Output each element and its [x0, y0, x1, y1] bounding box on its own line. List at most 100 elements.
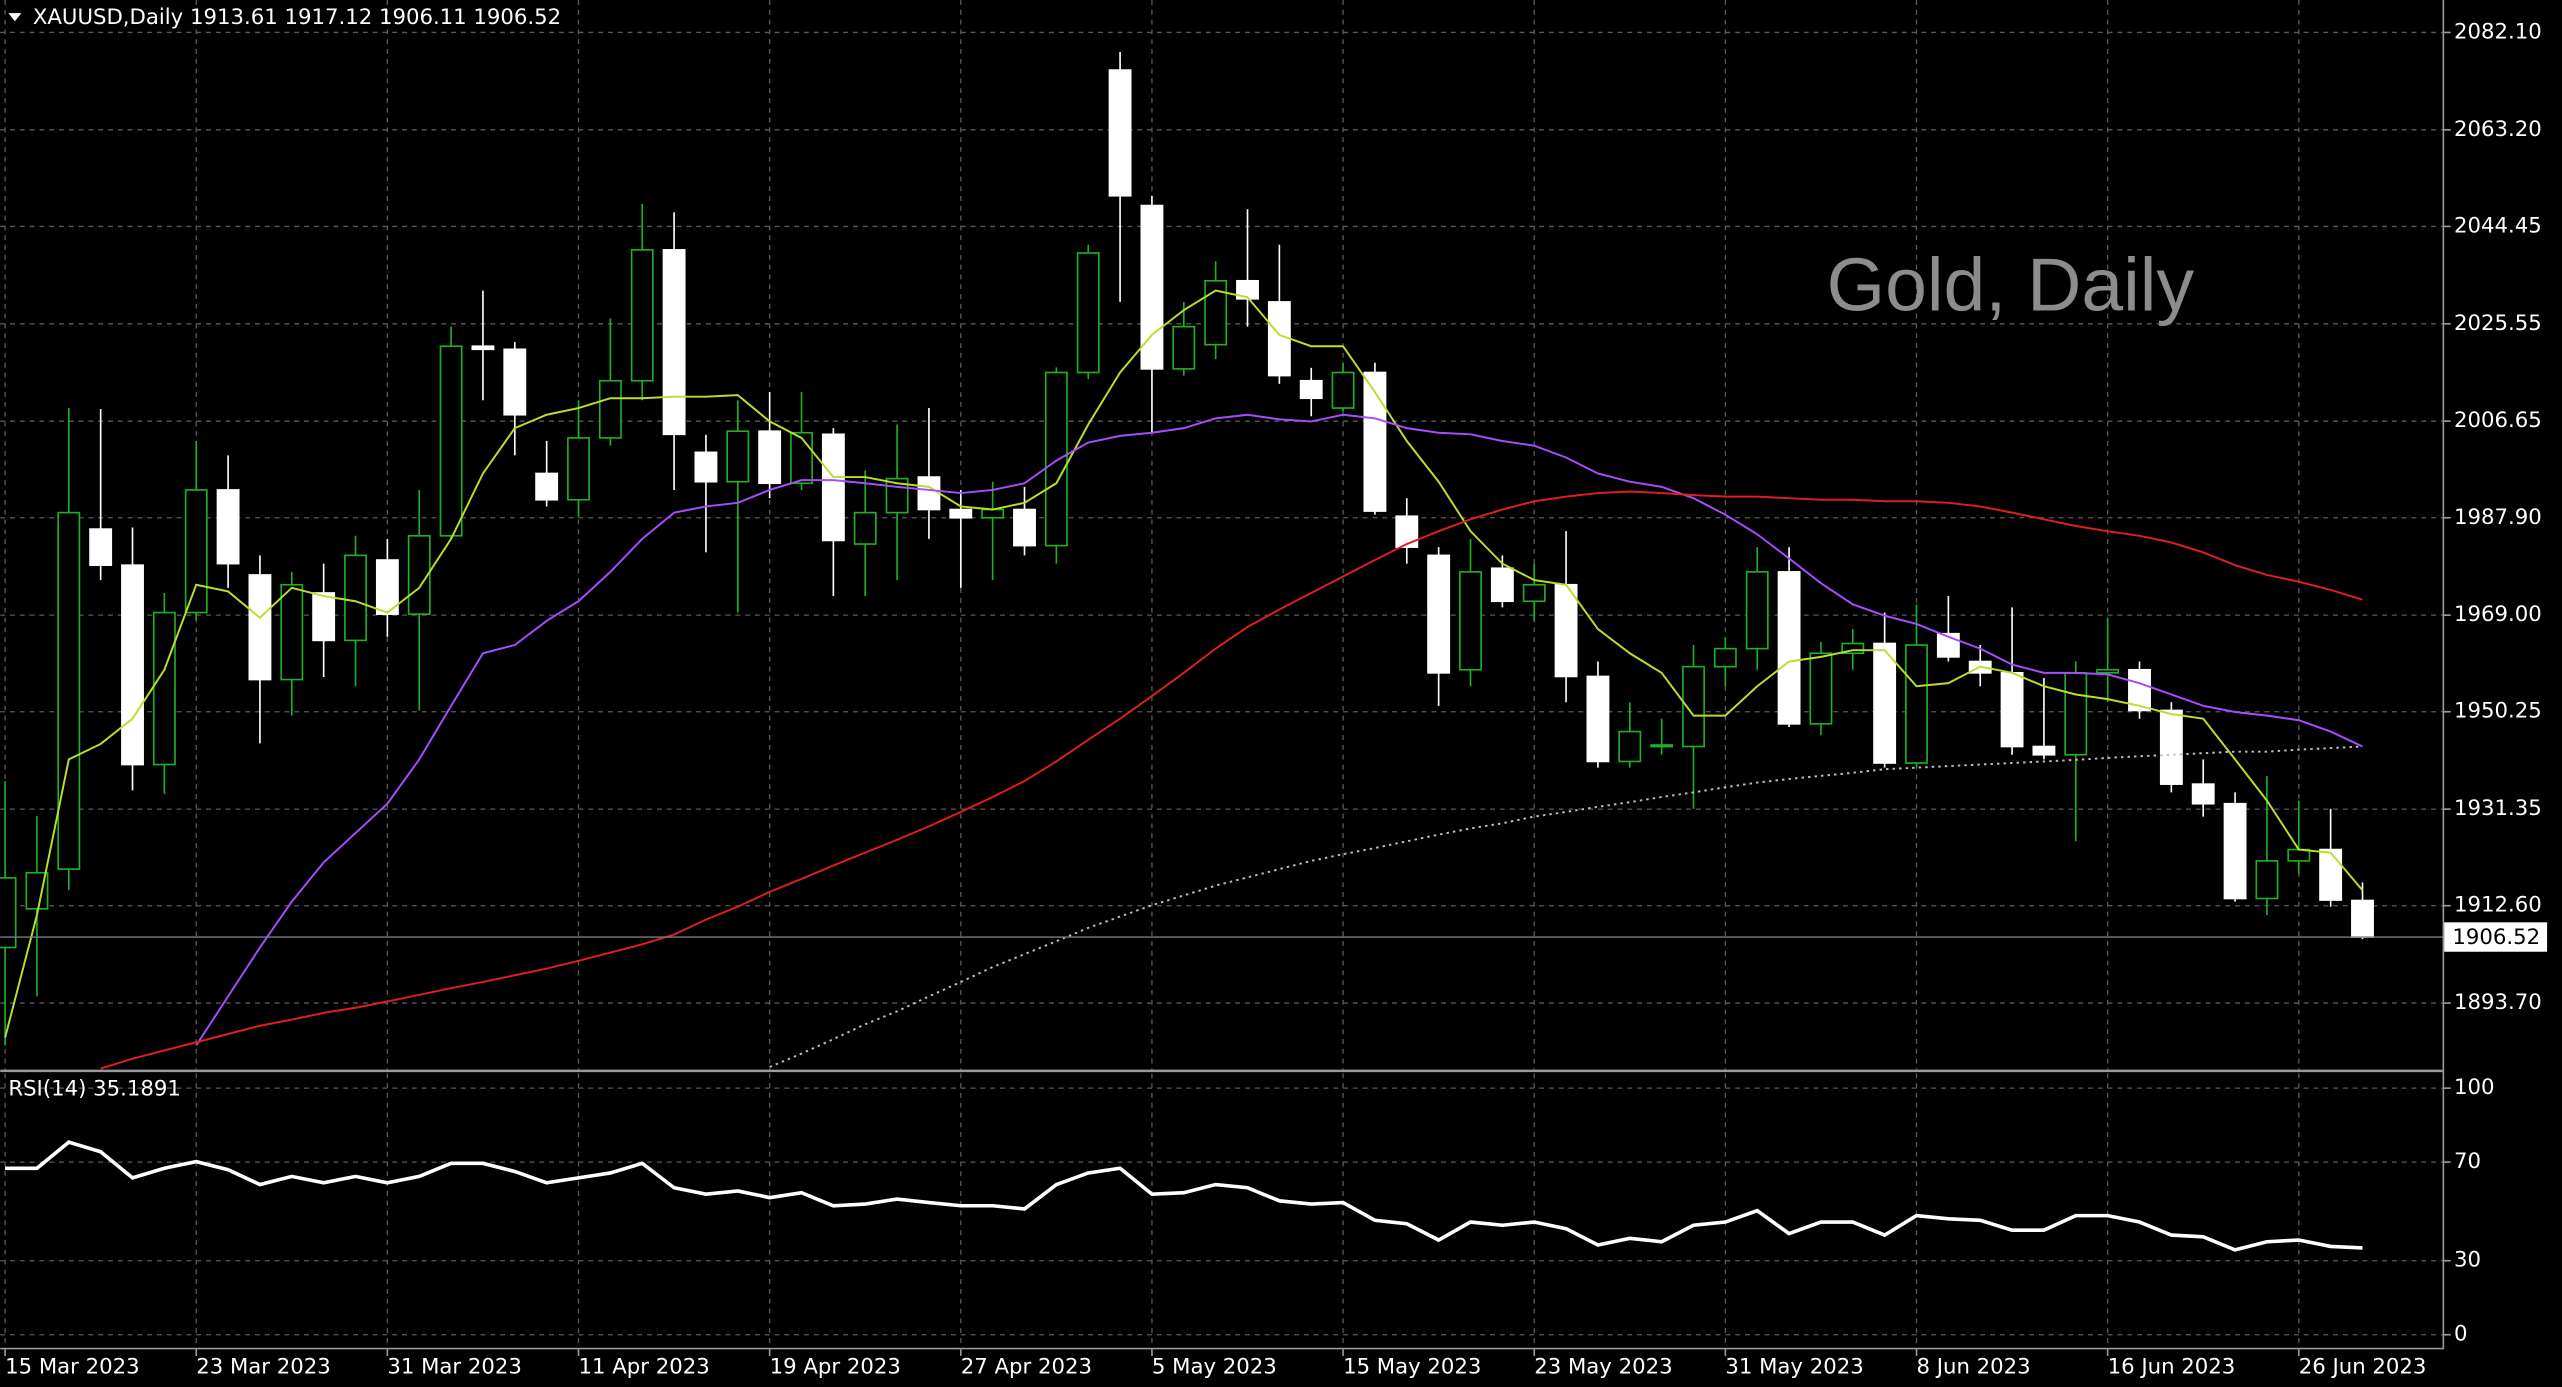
candle-body — [981, 508, 1005, 519]
candle-body — [152, 611, 176, 766]
y-tick-label: 100 — [2454, 1075, 2495, 1100]
candle-body — [1809, 652, 1833, 725]
y-tick-label: 0 — [2454, 1322, 2468, 1347]
candle-body — [630, 249, 654, 382]
candle-body — [598, 379, 622, 439]
candle-body — [1204, 279, 1228, 346]
x-tick-label: 23 Mar 2023 — [196, 1354, 331, 1379]
candle-body — [1873, 642, 1897, 764]
grid-layer — [0, 0, 2443, 1348]
rsi-header: RSI(14) 35.1891 — [8, 1077, 181, 1102]
y-tick-label: 2025.55 — [2454, 311, 2542, 336]
marks-layer — [0, 52, 2443, 1252]
candle-body — [1841, 642, 1865, 655]
candle-body — [0, 877, 17, 949]
candle-body — [1777, 571, 1801, 725]
overlay-layer: 2082.10 2063.20 2044.45 2025.55 2006.65 1987.… — [4, 19, 2548, 1379]
x-tick-label: 5 May 2023 — [1152, 1354, 1277, 1379]
candle-body — [1267, 301, 1291, 377]
candle-body — [1554, 583, 1578, 678]
candle-body — [726, 430, 750, 483]
y-tick-label: 2044.45 — [2454, 213, 2542, 238]
candle-body — [662, 249, 686, 436]
candle-body — [216, 489, 240, 565]
candle-body — [853, 511, 877, 545]
x-tick-label: 16 Jun 2023 — [2108, 1354, 2236, 1379]
candle-body — [184, 489, 208, 614]
candle-body — [535, 472, 559, 501]
y-tick-label: 2063.20 — [2454, 117, 2542, 142]
candle-body — [1140, 204, 1164, 370]
x-tick-label: 19 Apr 2023 — [770, 1354, 901, 1379]
candle-body — [2351, 899, 2374, 938]
candle-body — [2319, 848, 2343, 901]
candle-body — [1490, 567, 1514, 603]
candle-body — [280, 583, 304, 681]
collapse-arrow[interactable] — [8, 13, 22, 22]
candle-body — [1745, 571, 1769, 650]
x-tick-label: 31 May 2023 — [1725, 1354, 1863, 1379]
indicator-line — [4, 289, 2364, 1038]
candle-body — [89, 528, 113, 566]
candle-body — [949, 508, 973, 519]
candle-body — [1427, 554, 1451, 674]
candle-body — [1905, 644, 1928, 764]
indicator-line — [195, 413, 2363, 1046]
candle-body — [2064, 672, 2088, 756]
candle-body — [821, 433, 845, 542]
candle-body — [2000, 672, 2024, 748]
candle-body — [1108, 69, 1132, 197]
candle-body — [121, 564, 144, 766]
y-tick-label: 1987.90 — [2454, 505, 2542, 530]
candle-body — [2128, 668, 2151, 712]
y-tick-label: 2006.65 — [2454, 408, 2542, 433]
candle-body — [790, 431, 813, 485]
candle-body — [1172, 325, 1196, 370]
y-tick-label: 2082.10 — [2454, 19, 2542, 44]
x-tick-label: 31 Mar 2023 — [387, 1354, 522, 1379]
candle-body — [1076, 252, 1100, 374]
candle-body — [1044, 371, 1068, 547]
candle-body — [1299, 379, 1323, 400]
candle-body — [1331, 371, 1355, 409]
candle-body — [2255, 860, 2279, 900]
candle-body — [758, 430, 782, 485]
last-price-box — [2444, 922, 2548, 952]
candle-body — [2223, 802, 2247, 900]
candle-body — [1713, 647, 1737, 668]
candle-body — [375, 559, 399, 615]
x-tick-label: 27 Apr 2023 — [961, 1354, 1092, 1379]
candle-body — [1395, 515, 1419, 548]
candle-body — [1682, 665, 1705, 748]
candle-body — [694, 451, 718, 483]
last-price-label: 1906.52 — [2452, 925, 2540, 950]
candle-body — [1013, 508, 1036, 547]
candle-body — [1586, 675, 1610, 763]
candle-body — [248, 574, 272, 681]
x-tick-label: 15 May 2023 — [1343, 1354, 1481, 1379]
indicator-line — [769, 745, 2363, 1068]
candle-body — [57, 511, 81, 870]
y-tick-label: 1950.25 — [2454, 699, 2542, 724]
candle-body — [1459, 571, 1482, 671]
candle-body — [407, 534, 431, 615]
candle-body — [471, 345, 495, 351]
candle-body — [2032, 745, 2056, 756]
candle-body — [344, 554, 367, 642]
x-tick-label: 26 Jun 2023 — [2299, 1354, 2427, 1379]
candle-body — [503, 348, 527, 416]
candle-body — [1650, 744, 1674, 748]
y-tick-label: 1912.60 — [2454, 893, 2542, 918]
candle-body — [25, 871, 49, 910]
symbol-header: XAUUSD,Daily 1913.61 1917.12 1906.11 190… — [33, 5, 561, 30]
y-tick-label: 1931.35 — [2454, 796, 2542, 821]
x-tick-label: 23 May 2023 — [1534, 1354, 1672, 1379]
candle-body — [312, 592, 336, 642]
candle-body — [439, 345, 463, 537]
candle-body — [1522, 583, 1546, 603]
candle-body — [2159, 709, 2183, 785]
candle-body — [917, 476, 941, 511]
